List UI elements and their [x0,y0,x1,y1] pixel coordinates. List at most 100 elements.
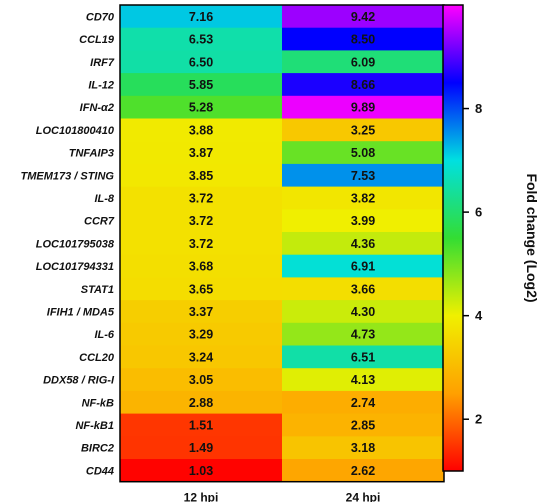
cell-value: 1.49 [189,441,213,455]
cell-value: 3.72 [189,214,213,228]
cell-value: 5.28 [189,101,213,115]
colorbar-title: Fold change (Log2) [524,173,540,302]
heatmap-cell [120,186,282,210]
cell-value: 3.87 [189,146,213,160]
heatmap-cell [120,390,282,414]
cell-value: 6.91 [351,260,375,274]
cell-value: 3.24 [189,350,213,364]
cell-value: 4.13 [351,373,375,387]
heatmap-cell [120,322,282,346]
heatmap-cell [120,300,282,324]
heatmap-cell [282,436,444,460]
heatmap-cell [282,390,444,414]
heatmap-cell [120,27,282,51]
cell-value: 4.36 [351,237,375,251]
heatmap-cell [120,163,282,187]
row-label: IL-12 [88,79,114,91]
heatmap-cell [282,459,444,483]
cell-value: 3.05 [189,373,213,387]
heatmap-cell [120,413,282,437]
cell-value: 3.65 [189,282,213,296]
heatmap-cell [282,73,444,97]
row-label: CCL19 [79,34,115,46]
cell-value: 3.72 [189,237,213,251]
cell-value: 4.73 [351,328,375,342]
row-label: LOC101794331 [36,261,114,273]
cell-value: 2.85 [351,418,375,432]
cell-value: 3.82 [351,191,375,205]
heatmap-cell [120,277,282,301]
heatmap-cell [120,118,282,142]
colorbar: 2 4 6 8 Fold change (Log2) [442,4,540,472]
heatmap-cell [282,95,444,119]
cell-value: 3.68 [189,260,213,274]
heatmap-cell [282,27,444,51]
cell-value: 2.62 [351,464,375,478]
heatmap-cell [120,345,282,369]
cell-value: 8.66 [351,78,375,92]
cell-value: 8.50 [351,33,375,47]
heatmap-cell [282,186,444,210]
heatmap-cell [120,436,282,460]
cell-value: 9.89 [351,101,375,115]
cell-value: 9.42 [351,10,375,24]
heatmap-cell [282,209,444,233]
cell-value: 3.66 [351,282,375,296]
heatmap-cell [282,277,444,301]
cell-value: 3.25 [351,123,375,137]
heatmap-cell [120,95,282,119]
heatmap-cell [120,254,282,278]
heatmap-cell [282,118,444,142]
cell-value: 7.16 [189,10,213,24]
row-label: BIRC2 [81,443,114,455]
row-label: TMEM173 / STING [20,170,114,182]
row-label: IRF7 [90,57,115,69]
row-label: DDX58 / RIG-I [43,375,115,387]
heatmap-cell [120,141,282,165]
cell-value: 1.03 [189,464,213,478]
heatmap-cell [120,73,282,97]
row-label: TNFAIP3 [69,148,114,160]
heatmap-cell [282,163,444,187]
cell-value: 2.74 [351,396,375,410]
heatmap-cell [120,459,282,483]
heatmap-cell [120,209,282,233]
row-label: STAT1 [81,284,114,296]
row-label: NF-kB1 [75,420,114,432]
heatmap-cells: 7.16 9.42 6.53 8.50 6.50 6.09 5.85 8.66 5.28 9.89… [120,5,444,483]
cell-value: 5.85 [189,78,213,92]
colorbar-tick-label: 2 [475,412,482,427]
row-labels: CD70 CCL19 IRF7 IL-12 IFN-α2 LOC101800410 TNFA… [20,11,114,477]
row-label: IFN-α2 [80,102,114,114]
heatmap-cell [282,300,444,324]
cell-value: 3.88 [189,123,213,137]
row-label: IL-8 [94,193,114,205]
colorbar-ticks: 2 4 6 8 [463,101,483,427]
colorbar-tick-label: 8 [475,101,482,116]
column-labels: 12 hpi 24 hpi [184,491,381,502]
row-label: CCL20 [79,352,115,364]
cell-value: 2.88 [189,396,213,410]
row-label: LOC101795038 [36,238,115,250]
cell-value: 3.37 [189,305,213,319]
heatmap-cell [282,254,444,278]
column-label: 24 hpi [346,491,381,502]
cell-value: 6.50 [189,55,213,69]
cell-value: 6.53 [189,33,213,47]
colorbar-gradient [442,4,464,472]
cell-value: 3.99 [351,214,375,228]
cell-value: 4.30 [351,305,375,319]
cell-value: 3.18 [351,441,375,455]
cell-value: 7.53 [351,169,375,183]
heatmap-cell [282,413,444,437]
heatmap-cell [120,232,282,256]
heatmap-cell [282,232,444,256]
row-label: CCR7 [84,216,115,228]
heatmap-cell [120,5,282,29]
heatmap-cell [282,345,444,369]
cell-value: 1.51 [189,418,213,432]
heatmap-cell [282,322,444,346]
row-label: IFIH1 / MDA5 [47,306,115,318]
heatmap-cell [120,50,282,74]
